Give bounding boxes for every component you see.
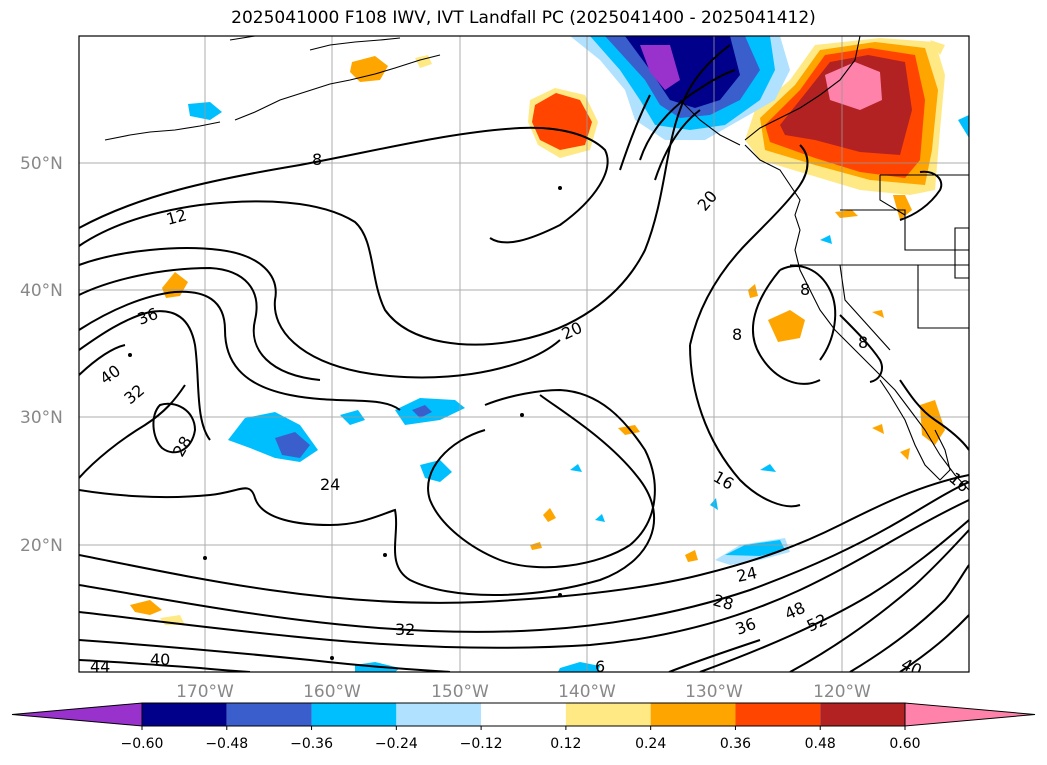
contour-label: 8: [800, 280, 810, 299]
map-gridlines: [79, 36, 969, 672]
contour-label: 28: [711, 591, 736, 615]
lon-label: 170°W: [176, 682, 234, 702]
lon-label: 140°W: [558, 682, 616, 702]
colorbar-segment: [226, 703, 312, 726]
lon-label: 130°W: [685, 682, 743, 702]
colorbar-tick-label: −0.24: [375, 736, 418, 752]
colorbar-tick-label: −0.12: [460, 736, 503, 752]
lat-label: 30°N: [20, 408, 63, 428]
colorbar-tick-label: 0.12: [550, 736, 581, 752]
longitude-labels: 170°W 160°W 150°W 140°W 130°W 120°W: [176, 682, 871, 702]
colorbar-tick-label: −0.36: [290, 736, 333, 752]
lat-label: 50°N: [20, 154, 63, 174]
colorbar-segment: [650, 703, 736, 726]
iwv-contours: [79, 44, 969, 672]
lon-label: 120°W: [813, 682, 871, 702]
colorbar-segment: [311, 703, 397, 726]
map-title: 2025041000 F108 IWV, IVT Landfall PC (20…: [231, 8, 816, 28]
small-contour-fragments: [128, 186, 562, 660]
map-frame: [78, 35, 970, 673]
coastlines: [104, 36, 969, 491]
colorbar-extend-min: [11, 702, 143, 727]
latitude-labels: 50°N 40°N 30°N 20°N: [20, 154, 63, 556]
lat-label: 20°N: [20, 536, 63, 556]
colorbar-tick-label: 0.36: [720, 736, 751, 752]
colorbar-segment: [481, 703, 566, 726]
contour-label: 6: [595, 657, 605, 676]
colorbar-segment: [735, 703, 821, 726]
colorbar-segment: [565, 703, 651, 726]
colorbar-segment: [820, 703, 905, 726]
colorbar-segment: [396, 703, 482, 726]
lon-label: 160°W: [303, 682, 361, 702]
lat-label: 40°N: [20, 281, 63, 301]
contour-label: 12: [164, 205, 189, 229]
colorbar-tick-label: 0.60: [889, 736, 920, 752]
colorbar-outline: [141, 702, 906, 727]
colorbar-tick-label: −0.60: [121, 736, 164, 752]
contour-label: 8: [732, 325, 742, 344]
colorbar-tick-label: 0.48: [805, 736, 836, 752]
contour-label: 40: [150, 650, 170, 669]
contour-label: 32: [395, 620, 415, 639]
contour-label: 44: [90, 657, 110, 676]
colorbar-extend-max: [904, 702, 1036, 727]
colorbar-tick-label: 0.24: [635, 736, 666, 752]
lon-label: 150°W: [431, 682, 489, 702]
contour-label: 24: [320, 475, 340, 494]
contour-label: 24: [735, 563, 759, 586]
colorbar: −0.60 −0.48 −0.36 −0.24 −0.12 0.12 0.24 0.36 0.4…: [11, 702, 1036, 752]
anomaly-shading: [130, 36, 969, 672]
contour-label: 8: [312, 150, 322, 169]
colorbar-tick-label: −0.48: [205, 736, 248, 752]
colorbar-segment: [142, 703, 227, 726]
contour-label: 8: [858, 333, 868, 352]
